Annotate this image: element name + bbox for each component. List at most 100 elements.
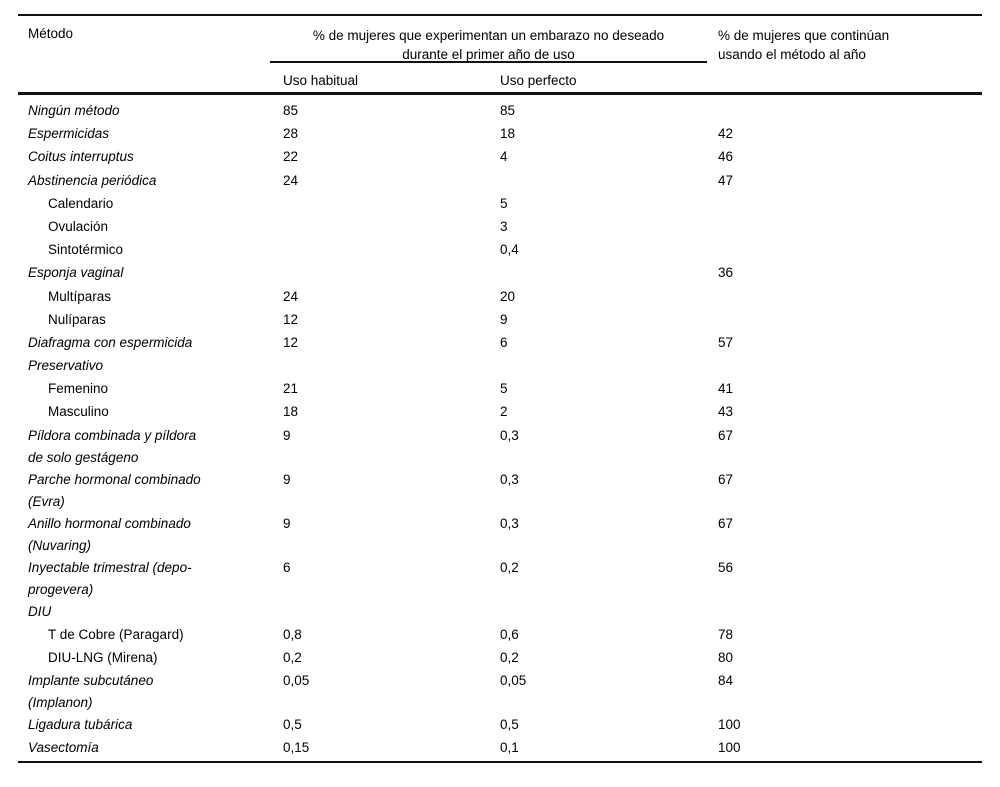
table-row: Calendario 5 <box>18 193 982 216</box>
method-cell: Abstinencia periódica <box>28 172 157 188</box>
table-row: Parche hormonal combinado (Evra) 9 0,3 67 <box>18 469 982 513</box>
continuation-cell: 43 <box>718 404 734 420</box>
table-row: T de Cobre (Paragard) 0,8 0,6 78 <box>18 624 982 647</box>
method-cell: Anillo hormonal combinado (Nuvaring) <box>28 515 191 553</box>
method-cell: Diafragma con espermicida <box>28 334 193 350</box>
perfect-use-cell: 0,3 <box>500 471 519 487</box>
typical-use-cell: 0,15 <box>283 740 310 756</box>
continuation-cell: 78 <box>718 626 734 642</box>
column-header-continuation: % de mujeres que continúan usando el mét… <box>718 28 890 62</box>
method-cell: Espermicidas <box>28 126 110 142</box>
continuation-cell: 41 <box>718 381 734 397</box>
method-cell: Calendario <box>48 195 114 211</box>
typical-use-cell: 24 <box>283 172 299 188</box>
pregnancy-group-underline <box>270 61 707 63</box>
table-row: Píldora combinada y píldora de solo gest… <box>18 425 982 469</box>
perfect-use-cell: 0,4 <box>500 242 519 258</box>
typical-use-cell: 21 <box>283 381 299 397</box>
method-cell: Implante subcutáneo (Implanon) <box>28 673 154 711</box>
perfect-use-cell: 5 <box>500 195 508 211</box>
continuation-cell: 47 <box>718 172 734 188</box>
table-row: Abstinencia periódica 24 47 <box>18 170 982 193</box>
perfect-use-cell: 0,6 <box>500 626 519 642</box>
table-row: Esponja vaginal 36 <box>18 262 982 285</box>
method-cell: Píldora combinada y píldora de solo gest… <box>28 427 197 465</box>
perfect-use-cell: 85 <box>500 103 516 118</box>
perfect-use-cell: 0,2 <box>500 650 519 665</box>
table-row: Nulíparas 12 9 <box>18 309 982 332</box>
table-row: Multíparas 24 20 <box>18 286 982 309</box>
perfect-use-cell: 5 <box>500 381 508 397</box>
table-row: Masculino 18 2 43 <box>18 401 982 424</box>
perfect-use-cell: 9 <box>500 311 508 327</box>
column-header-perfect-use: Uso perfecto <box>500 73 577 88</box>
continuation-cell: 36 <box>718 265 734 281</box>
table-row: Inyectable trimestral (depo- progevera) 6… <box>18 557 982 601</box>
perfect-use-cell: 3 <box>500 218 508 234</box>
perfect-use-cell: 18 <box>500 126 516 142</box>
table-row: Ovulación 3 <box>18 216 982 239</box>
typical-use-cell: 18 <box>283 404 299 420</box>
typical-use-cell: 28 <box>283 126 299 142</box>
continuation-cell: 84 <box>718 673 734 689</box>
method-cell: Ningún método <box>28 103 120 118</box>
table-row: Preservativo <box>18 355 982 378</box>
method-cell: Nulíparas <box>48 311 106 327</box>
perfect-use-cell: 2 <box>500 404 508 420</box>
method-cell: Sintotérmico <box>48 242 124 258</box>
method-cell: Ligadura tubárica <box>28 717 133 733</box>
typical-use-cell: 22 <box>283 149 299 165</box>
table-row: Ligadura tubárica 0,5 0,5 100 <box>18 714 982 737</box>
table-row: Espermicidas 28 18 42 <box>18 123 982 146</box>
method-cell: Coitus interruptus <box>28 149 134 165</box>
method-cell: Ovulación <box>48 218 109 234</box>
method-cell: Multíparas <box>48 288 112 304</box>
column-group-pregnancy: % de mujeres que experimentan un embaraz… <box>270 16 718 92</box>
continuation-cell: 56 <box>718 559 734 575</box>
typical-use-cell: 9 <box>283 427 291 443</box>
method-cell: Inyectable trimestral (depo- progevera) <box>28 559 192 597</box>
table-row: Ningún método 85 85 <box>18 100 982 123</box>
table-row: Anillo hormonal combinado (Nuvaring) 9 0,3… <box>18 513 982 557</box>
method-cell: DIU-LNG (Mirena) <box>48 650 158 665</box>
column-header-typical-use: Uso habitual <box>283 73 359 88</box>
table-row: Implante subcutáneo (Implanon) 0,05 0,05 84 <box>18 670 982 714</box>
method-cell: Masculino <box>48 404 109 420</box>
table-row: Femenino 21 5 41 <box>18 378 982 401</box>
table-body: Ningún método 85 85 Espermicidas 28 18 42 Coitu… <box>18 95 982 763</box>
typical-use-cell: 24 <box>283 288 299 304</box>
method-cell: DIU <box>28 603 52 619</box>
table-header: Método % de mujeres que experimentan un … <box>18 16 982 95</box>
typical-use-cell: 0,05 <box>283 673 310 689</box>
continuation-cell: 57 <box>718 334 734 350</box>
perfect-use-cell: 0,3 <box>500 515 519 531</box>
typical-use-cell: 12 <box>283 311 299 327</box>
method-cell: Esponja vaginal <box>28 265 124 281</box>
continuation-cell: 100 <box>718 740 741 756</box>
perfect-use-cell: 0,1 <box>500 740 519 756</box>
typical-use-cell: 0,8 <box>283 626 302 642</box>
typical-use-cell: 9 <box>283 471 291 487</box>
table-row: DIU <box>18 601 982 624</box>
perfect-use-cell: 6 <box>500 334 508 350</box>
continuation-cell: 67 <box>718 427 734 443</box>
continuation-cell: 67 <box>718 471 734 487</box>
typical-use-cell: 85 <box>283 103 299 118</box>
contraceptive-efficacy-table: Método % de mujeres que experimentan un … <box>18 14 982 763</box>
typical-use-cell: 0,2 <box>283 650 302 665</box>
table-row: DIU-LNG (Mirena) 0,2 0,2 80 <box>18 647 982 670</box>
continuation-cell: 46 <box>718 149 734 165</box>
perfect-use-cell: 0,05 <box>500 673 527 689</box>
sub-header-row: Uso habitual Uso perfecto <box>283 63 718 92</box>
table-row: Sintotérmico 0,4 <box>18 239 982 262</box>
column-header-method: Método <box>28 26 74 41</box>
table-row: Vasectomía 0,15 0,1 100 <box>18 737 982 760</box>
continuation-cell: 100 <box>718 717 741 733</box>
continuation-cell: 42 <box>718 126 734 142</box>
column-header-pregnancy-group: % de mujeres que experimentan un embaraz… <box>312 28 665 62</box>
perfect-use-cell: 20 <box>500 288 516 304</box>
method-cell: Parche hormonal combinado (Evra) <box>28 471 201 509</box>
perfect-use-cell: 4 <box>500 149 508 165</box>
continuation-cell: 80 <box>718 650 734 665</box>
